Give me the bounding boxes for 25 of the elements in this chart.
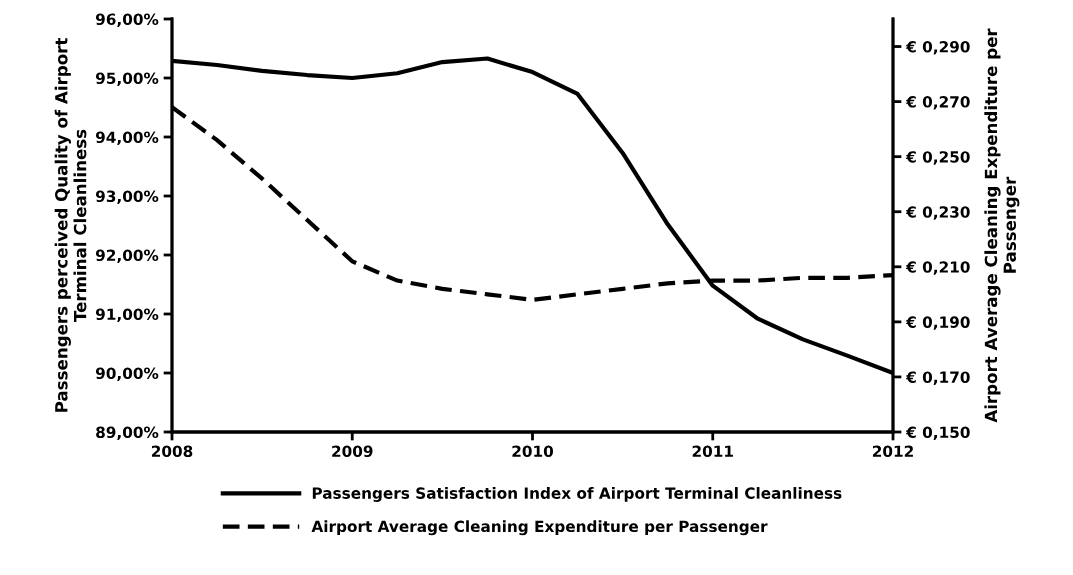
legend-label: Passengers Satisfaction Index of Airport Terminal Cleanliness bbox=[312, 487, 842, 502]
y-tick-label: 94,00% bbox=[95, 131, 159, 145]
x-tick-label: 2011 bbox=[692, 445, 733, 458]
y2-axis-title: Airport Average Cleaning Expenditure per Passenger bbox=[984, 28, 1020, 423]
y-tick-label: 91,00% bbox=[95, 308, 159, 322]
y2-tick-label: € 0,290 bbox=[905, 41, 970, 55]
y2-tick-label: € 0,170 bbox=[905, 371, 970, 385]
y2-tick-label: € 0,270 bbox=[905, 96, 970, 110]
x-tick-label: 2008 bbox=[151, 445, 193, 458]
x-tick-label: 2009 bbox=[332, 445, 373, 458]
legend-label: Airport Average Cleaning Expenditure per Passenger bbox=[311, 520, 768, 536]
y2-tick-label: € 0,230 bbox=[905, 206, 970, 220]
y-tick-label: 96,00% bbox=[95, 13, 159, 27]
y-tick-label: 90,00% bbox=[95, 367, 159, 381]
y2-tick-label: € 0,210 bbox=[905, 261, 970, 275]
y-tick-label: 89,00% bbox=[96, 426, 159, 440]
x-tick-label: 2010 bbox=[512, 445, 554, 458]
y2-tick-label: € 0,150 bbox=[905, 426, 970, 440]
y-axis-title: Passengers perceived Quality of Airport Terminal Cleanliness bbox=[54, 38, 87, 412]
x-tick-label: 2012 bbox=[872, 445, 913, 458]
y2-tick-label: € 0,190 bbox=[905, 316, 970, 330]
y-tick-label: 95,00% bbox=[95, 72, 159, 86]
y-tick-label: 93,00% bbox=[95, 190, 159, 204]
y-tick-label: 92,00% bbox=[95, 249, 159, 263]
y2-tick-label: € 0,250 bbox=[905, 151, 970, 165]
